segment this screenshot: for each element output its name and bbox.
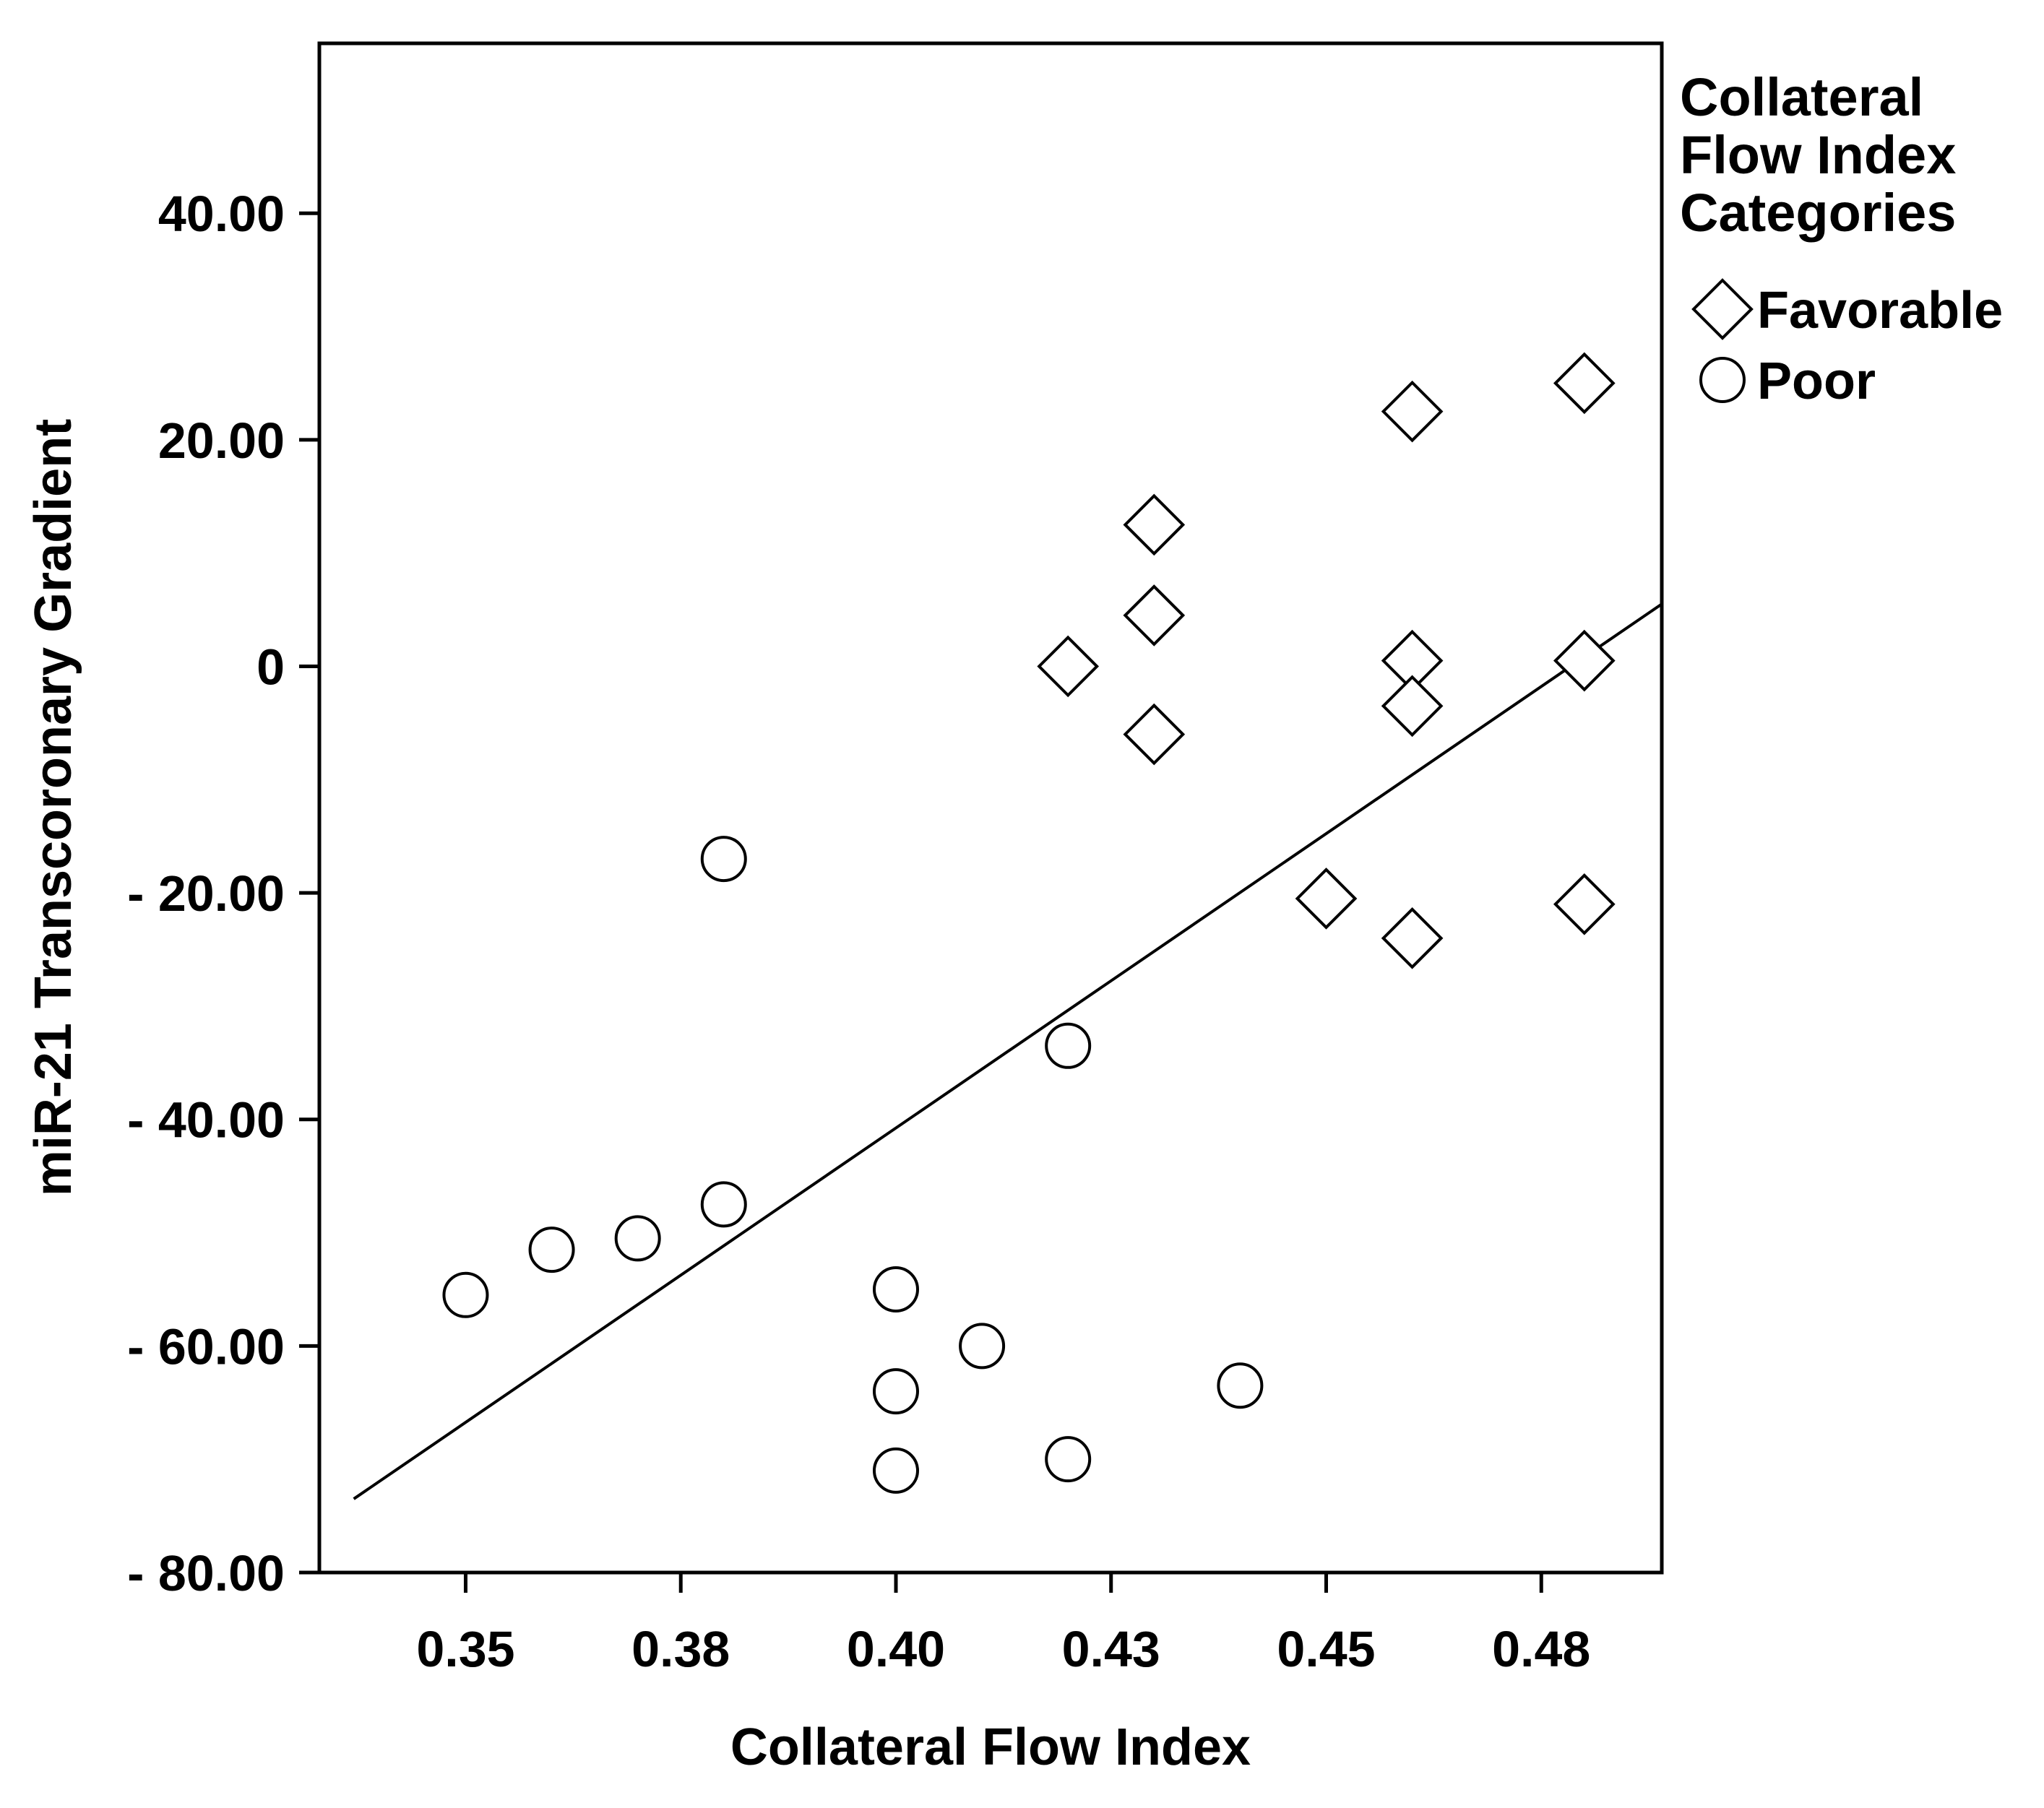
- favorable-point: [1381, 907, 1444, 969]
- y-tick-label: - 40.00: [127, 1092, 285, 1149]
- poor-point: [1217, 1362, 1264, 1409]
- favorable-point: [1553, 352, 1616, 415]
- y-tick-label: 20.00: [158, 412, 285, 469]
- x-tick-label: 0.40: [847, 1621, 945, 1677]
- legend-diamond-icon: [1691, 278, 1754, 340]
- favorable-point: [1381, 675, 1444, 738]
- plot-area-border: [317, 41, 1664, 1575]
- plot-frame: [317, 41, 1664, 1575]
- legend-label-poor: Poor: [1757, 352, 1876, 410]
- y-tick-label: 40.00: [158, 186, 285, 242]
- poor-point: [959, 1323, 1006, 1370]
- data-points: [442, 352, 1616, 1494]
- y-tick-label: - 80.00: [127, 1545, 285, 1601]
- favorable-point: [1295, 868, 1358, 930]
- favorable-point: [1553, 629, 1616, 692]
- favorable-point: [1381, 380, 1444, 443]
- poor-point: [528, 1227, 575, 1273]
- poor-point: [872, 1447, 919, 1494]
- legend-label-favorable: Favorable: [1757, 282, 2003, 339]
- x-tick-label: 0.48: [1492, 1621, 1590, 1677]
- poor-point: [700, 836, 747, 883]
- fit-line: [353, 602, 1663, 1500]
- y-axis: 40.00 20.00 0 - 20.00 - 40.00 - 60.00 - 80.00: [127, 186, 319, 1601]
- favorable-point: [1123, 584, 1186, 646]
- poor-point: [872, 1266, 919, 1312]
- x-tick-label: 0.43: [1062, 1621, 1160, 1677]
- poor-point: [1045, 1022, 1092, 1069]
- legend-title-line-1: Collateral: [1680, 67, 1923, 127]
- x-axis-title: Collateral Flow Index: [730, 1718, 1251, 1776]
- x-axis: 0.35 0.38 0.40 0.43 0.45 0.48: [416, 1573, 1590, 1677]
- legend-title-line-3: Categories: [1680, 183, 1956, 243]
- legend-title-line-2: Flow Index: [1680, 125, 1956, 185]
- poor-point: [442, 1271, 489, 1318]
- x-tick-label: 0.38: [631, 1621, 730, 1677]
- favorable-point: [1123, 703, 1186, 766]
- fit-line-layer: [353, 602, 1663, 1500]
- favorable-point: [1123, 493, 1186, 556]
- y-tick-label: - 60.00: [127, 1318, 285, 1375]
- y-tick-label: - 20.00: [127, 865, 285, 922]
- favorable-point: [1037, 635, 1100, 698]
- x-tick-label: 0.35: [416, 1621, 514, 1677]
- x-tick-label: 0.45: [1277, 1621, 1375, 1677]
- y-axis-title: miR-21 Transcoronary Gradient: [25, 419, 82, 1196]
- poor-point: [614, 1215, 661, 1262]
- legend-items: Favorable Poor: [1691, 278, 2003, 410]
- legend: Collateral Flow Index Categories Favorab…: [1680, 67, 2003, 410]
- favorable-point: [1553, 873, 1616, 935]
- y-tick-label: 0: [256, 639, 285, 695]
- poor-point: [1045, 1436, 1092, 1483]
- legend-circle-icon: [1699, 357, 1746, 403]
- poor-point: [872, 1368, 919, 1415]
- poor-point: [700, 1181, 747, 1228]
